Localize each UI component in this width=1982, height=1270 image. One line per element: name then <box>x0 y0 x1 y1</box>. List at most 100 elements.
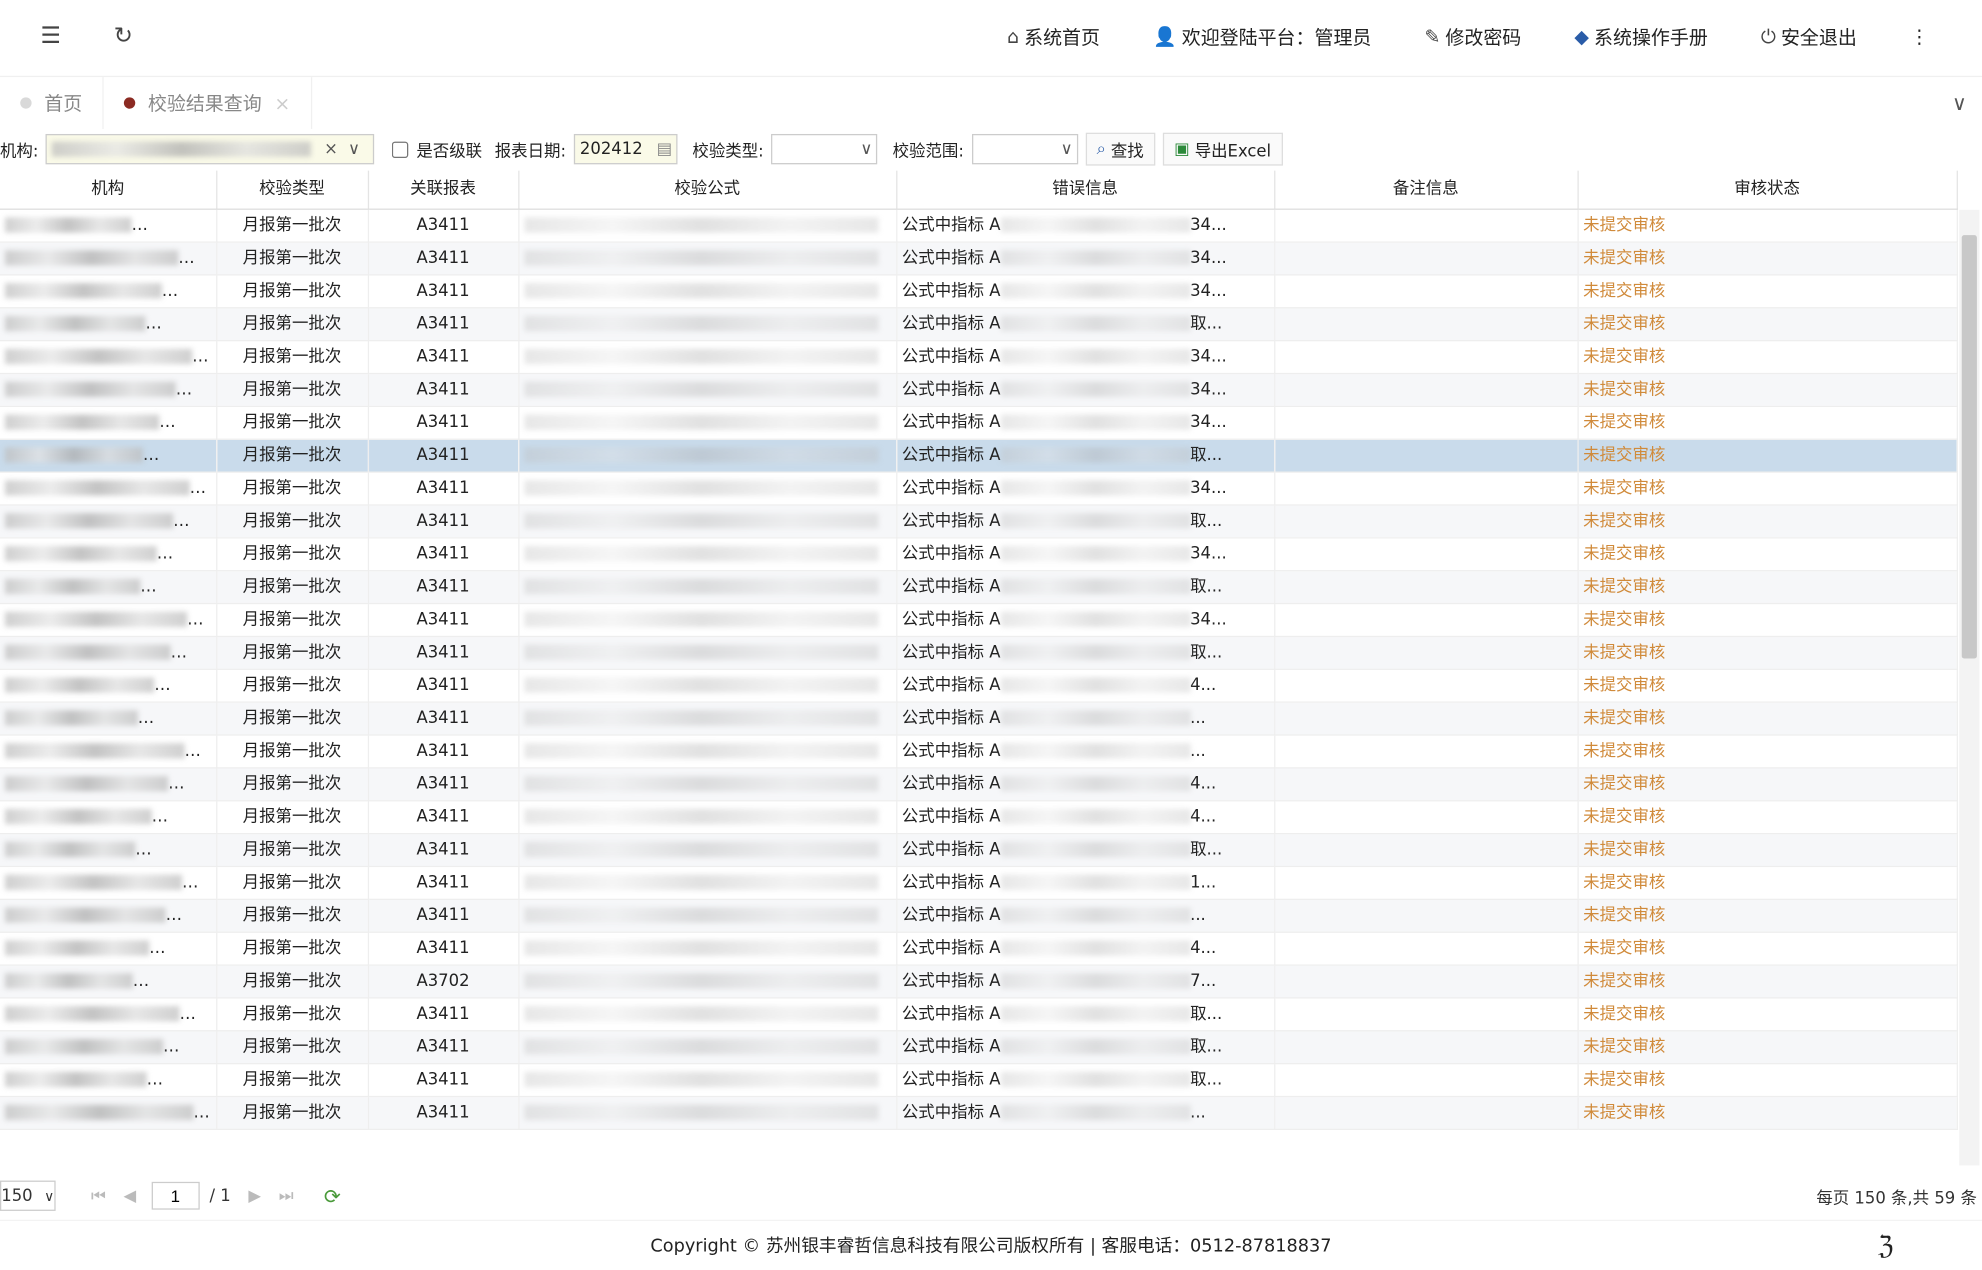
error-tail: 4... <box>1190 807 1217 827</box>
table-row[interactable]: … 月报第一批次 A3411 公式中指标 A 34... 未提交审核 <box>0 242 1958 276</box>
status-cell: 未提交审核 <box>1577 767 1958 802</box>
report-cell: A3411 <box>367 1096 519 1131</box>
table-row[interactable]: … 月报第一批次 A3411 公式中指标 A 取... 未提交审核 <box>0 1063 1958 1098</box>
table-row[interactable]: … 月报第一批次 A3411 公式中指标 A 4... 未提交审核 <box>0 800 1958 835</box>
formula-cell <box>518 932 897 966</box>
report-cell: A3411 <box>367 932 519 966</box>
column-header[interactable]: 机构 <box>0 170 217 210</box>
nav-home[interactable]: ⌂ 系统首页 <box>1007 23 1100 50</box>
nav-pencil[interactable]: ✎ 修改密码 <box>1424 23 1521 50</box>
column-header[interactable]: 关联报表 <box>367 170 519 210</box>
column-header[interactable]: 校验公式 <box>518 170 897 210</box>
next-page-icon[interactable]: ▶ <box>248 1186 262 1206</box>
error-cell: 公式中指标 A 取... <box>896 833 1275 868</box>
type-cell: 月报第一批次 <box>216 866 369 900</box>
table-row[interactable]: … 月报第一批次 A3411 公式中指标 A 取... 未提交审核 <box>0 833 1958 868</box>
column-header[interactable]: 校验类型 <box>216 170 369 210</box>
org-cell: … <box>0 209 217 243</box>
clear-icon[interactable]: × <box>324 139 338 159</box>
search-button[interactable]: ⌕ 查找 <box>1085 132 1156 166</box>
error-tail: 7... <box>1190 971 1217 991</box>
prev-page-icon[interactable]: ◀ <box>123 1186 137 1206</box>
formula-cell <box>518 537 897 572</box>
table-row[interactable]: … 月报第一批次 A3411 公式中指标 A 取... 未提交审核 <box>0 997 1958 1032</box>
table-row[interactable]: … 月报第一批次 A3411 公式中指标 A 取... 未提交审核 <box>0 439 1958 473</box>
error-cell: 公式中指标 A 34... <box>896 472 1275 506</box>
error-cell: 公式中指标 A 34... <box>896 406 1275 440</box>
menu-collapse-icon[interactable]: ☰ <box>40 22 61 50</box>
table-row[interactable]: … 月报第一批次 A3411 公式中指标 A... 未提交审核 <box>0 702 1958 736</box>
table-row[interactable]: … 月报第一批次 A3411 公式中指标 A 取... 未提交审核 <box>0 307 1958 342</box>
table-row[interactable]: … 月报第一批次 A3411 公式中指标 A 取... 未提交审核 <box>0 1030 1958 1065</box>
table-row[interactable]: … 月报第一批次 A3411 公式中指标 A 取... 未提交审核 <box>0 570 1958 605</box>
report-cell: A3702 <box>367 965 519 999</box>
type-cell: 月报第一批次 <box>216 997 369 1032</box>
scrollbar-thumb[interactable] <box>1961 235 1977 659</box>
refresh-icon[interactable]: ↻ <box>113 22 133 50</box>
column-header[interactable]: 错误信息 <box>896 170 1275 210</box>
close-icon[interactable]: × <box>274 91 291 115</box>
page-input[interactable] <box>151 1181 200 1210</box>
chevron-down-icon[interactable]: ∨ <box>1951 91 1967 116</box>
last-page-icon[interactable]: ⏭ <box>278 1186 294 1206</box>
remark-cell <box>1274 504 1579 539</box>
error-text: 公式中指标 A <box>901 445 1001 465</box>
nav-label: 安全退出 <box>1780 25 1857 49</box>
org-cell: … <box>0 636 217 670</box>
more-icon[interactable]: ⋮ <box>1909 25 1929 49</box>
report-cell: A3411 <box>367 242 519 276</box>
first-page-icon[interactable]: ⏮ <box>91 1186 106 1206</box>
status-cell: 未提交审核 <box>1577 406 1958 440</box>
org-cell: … <box>0 537 217 572</box>
table-row[interactable]: … 月报第一批次 A3411 公式中指标 A 34... 未提交审核 <box>0 406 1958 440</box>
table-row[interactable]: … 月报第一批次 A3411 公式中指标 A 34... 未提交审核 <box>0 472 1958 506</box>
nav-manual[interactable]: ◆ 系统操作手册 <box>1574 23 1707 50</box>
column-header[interactable]: 审核状态 <box>1577 170 1958 210</box>
table-row[interactable]: … 月报第一批次 A3411 公式中指标 A 1... 未提交审核 <box>0 866 1958 900</box>
org-select[interactable]: × ∨ <box>45 133 375 165</box>
vertical-scrollbar[interactable] <box>1959 209 1980 1166</box>
reload-icon[interactable]: ⟳ <box>323 1183 341 1208</box>
table-row[interactable]: … 月报第一批次 A3411 公式中指标 A 34... 未提交审核 <box>0 209 1958 243</box>
chevron-down-icon[interactable]: ∨ <box>347 139 361 159</box>
error-tail: 取... <box>1190 642 1223 662</box>
search-label: 查找 <box>1110 142 1144 162</box>
table-row[interactable]: … 月报第一批次 A3411 公式中指标 A 取... 未提交审核 <box>0 636 1958 670</box>
calendar-icon[interactable]: ▤ <box>656 139 673 159</box>
org-cell: … <box>0 866 217 900</box>
report-cell: A3411 <box>367 800 519 835</box>
type-cell: 月报第一批次 <box>216 406 369 440</box>
table-row[interactable]: … 月报第一批次 A3411 公式中指标 A... 未提交审核 <box>0 1096 1958 1131</box>
formula-cell <box>518 373 897 408</box>
tab-1[interactable]: 校验结果查询 × <box>104 77 312 129</box>
table-row[interactable]: … 月报第一批次 A3411 公式中指标 A 34... 未提交审核 <box>0 603 1958 638</box>
report-cell: A3411 <box>367 373 519 408</box>
date-input[interactable]: 202412 ▤ <box>573 133 678 165</box>
cascade-checkbox[interactable] <box>392 140 409 158</box>
table-row[interactable]: … 月报第一批次 A3411 公式中指标 A 4... 未提交审核 <box>0 669 1958 703</box>
type-select[interactable]: ∨ <box>771 133 878 165</box>
table-row[interactable]: … 月报第一批次 A3411 公式中指标 A 34... 未提交审核 <box>0 340 1958 375</box>
table-row[interactable]: … 月报第一批次 A3411 公式中指标 A... 未提交审核 <box>0 899 1958 933</box>
column-header[interactable]: 备注信息 <box>1274 170 1579 210</box>
formula-cell <box>518 570 897 605</box>
table-row[interactable]: … 月报第一批次 A3411 公式中指标 A 34... 未提交审核 <box>0 274 1958 309</box>
table-row[interactable]: … 月报第一批次 A3411 公式中指标 A 34... 未提交审核 <box>0 537 1958 572</box>
page-size-select[interactable]: 150 ∨ <box>0 1180 56 1211</box>
nav-user[interactable]: 👤 欢迎登陆平台：管理员 <box>1153 23 1371 50</box>
nav-power[interactable]: ⏻ 安全退出 <box>1761 23 1857 50</box>
table-row[interactable]: … 月报第一批次 A3411 公式中指标 A... 未提交审核 <box>0 735 1958 769</box>
table-row[interactable]: … 月报第一批次 A3702 公式中指标 A 7... 未提交审核 <box>0 965 1958 999</box>
remark-cell <box>1274 965 1579 999</box>
org-label: 机构: <box>0 142 39 162</box>
status-cell: 未提交审核 <box>1577 800 1958 835</box>
status-cell: 未提交审核 <box>1577 373 1958 408</box>
table-row[interactable]: … 月报第一批次 A3411 公式中指标 A 取... 未提交审核 <box>0 504 1958 539</box>
export-excel-button[interactable]: ▣ 导出Excel <box>1162 132 1283 166</box>
table-row[interactable]: … 月报第一批次 A3411 公式中指标 A 4... 未提交审核 <box>0 767 1958 802</box>
formula-cell <box>518 1030 897 1065</box>
tab-0[interactable]: 首页 <box>0 77 104 129</box>
table-row[interactable]: … 月报第一批次 A3411 公式中指标 A 4... 未提交审核 <box>0 932 1958 966</box>
table-row[interactable]: … 月报第一批次 A3411 公式中指标 A 34... 未提交审核 <box>0 373 1958 408</box>
scope-select[interactable]: ∨ <box>971 133 1078 165</box>
